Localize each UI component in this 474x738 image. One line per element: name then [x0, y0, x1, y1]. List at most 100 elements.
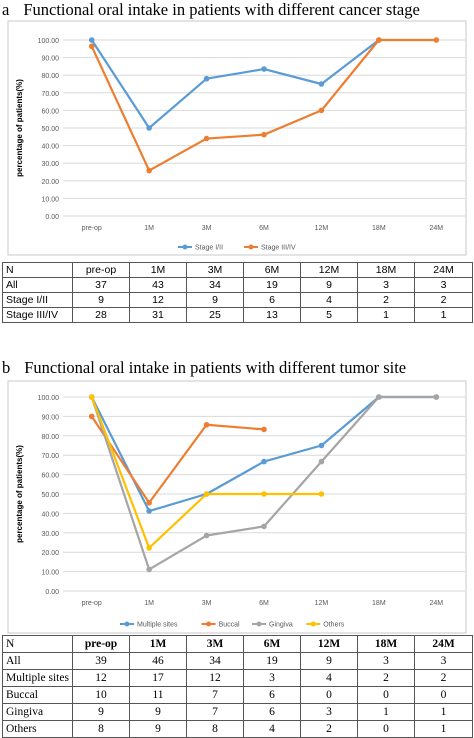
x-tick-label: 1M: [144, 600, 154, 607]
data-point: [88, 43, 95, 50]
table-cell: 13: [243, 307, 301, 323]
table-row: Buccal 10 11 7 6 0 0 0: [2, 686, 473, 704]
table-row-label: Gingiva: [2, 703, 73, 721]
table-cell: 2: [414, 669, 473, 687]
data-point: [146, 545, 152, 551]
data-point: [146, 508, 152, 514]
y-tick-label: 0.00: [45, 589, 59, 596]
data-point: [203, 532, 210, 539]
table-row-label: Buccal: [2, 686, 73, 704]
table-header-cell: pre-op: [72, 262, 130, 278]
table-cell: 19: [243, 652, 301, 670]
table-row-label: Stage I/II: [2, 292, 73, 308]
y-tick-label: 50.00: [41, 126, 59, 133]
table-header-cell: N: [2, 262, 73, 278]
data-point: [261, 491, 267, 497]
y-axis-label: percentage of patients(%): [15, 445, 24, 543]
data-point: [203, 75, 210, 82]
table-cell: 19: [243, 277, 301, 293]
x-tick-label: 3M: [202, 225, 212, 232]
data-point: [146, 566, 152, 573]
data-point: [376, 394, 382, 400]
x-tick-label: pre-op: [82, 225, 102, 232]
x-tick-label: 6M: [259, 225, 269, 232]
y-tick-label: 40.00: [41, 511, 59, 518]
table-cell: 10: [72, 686, 130, 704]
panel-b-title: b Functional oral intake in patients with…: [2, 358, 406, 378]
x-tick-label: 18M: [372, 225, 386, 232]
table-header-cell: pre-op: [72, 635, 130, 653]
data-point: [88, 413, 95, 420]
table-cell: 4: [300, 669, 358, 687]
data-point: [433, 37, 440, 43]
table-row: Others 8 9 8 4 2 0 1: [2, 720, 473, 738]
y-tick-label: 100.00: [38, 395, 60, 402]
table-cell: 17: [129, 669, 187, 687]
table-header-cell: N: [2, 635, 73, 653]
table-cell: 43: [129, 277, 187, 293]
y-tick-label: 30.00: [41, 161, 59, 168]
table-cell: 39: [72, 652, 130, 670]
table-header-cell: 6M: [243, 262, 301, 278]
table-cell: 9: [72, 292, 130, 308]
table-cell: 1: [357, 307, 415, 323]
table-cell: 1: [357, 703, 415, 721]
table-cell: 6: [243, 686, 301, 704]
panel-b-letter: b: [2, 358, 11, 377]
table-header-cell: 1M: [129, 635, 187, 653]
table-row: Gingiva 9 9 7 6 3 1 1: [2, 703, 473, 721]
x-tick-label: 18M: [372, 600, 386, 607]
table-cell: 9: [72, 703, 130, 721]
legend-swatch-marker: [310, 621, 316, 627]
table-cell: 34: [186, 652, 244, 670]
table-cell: 1: [414, 307, 473, 323]
table-header-cell: 3M: [186, 635, 244, 653]
table-cell: 4: [300, 292, 358, 308]
table-cell: 0: [357, 686, 415, 704]
data-point: [318, 107, 325, 114]
x-tick-label: 6M: [259, 600, 269, 607]
data-point: [376, 37, 382, 43]
data-point: [261, 131, 267, 138]
legend-swatch-marker: [124, 621, 130, 627]
data-point: [318, 81, 325, 87]
table-cell: 7: [186, 686, 244, 704]
table-row: Stage III/IV 28 31 25 13 5 1 1: [2, 307, 473, 323]
chart-frame: [7, 20, 467, 256]
data-point: [318, 491, 325, 497]
table-cell: 3: [357, 277, 415, 293]
table-header-cell: 18M: [357, 262, 415, 278]
table-cell: 6: [243, 292, 301, 308]
table-cell: 31: [129, 307, 187, 323]
table-header-cell: 24M: [414, 262, 473, 278]
legend-entry: Gingiva: [269, 622, 293, 629]
table-cell: 9: [300, 652, 358, 670]
y-tick-label: 50.00: [41, 492, 59, 499]
table-row: Multiple sites 12 17 12 3 4 2 2: [2, 669, 473, 687]
y-tick-label: 90.00: [41, 414, 59, 421]
data-point: [318, 458, 325, 465]
x-tick-label: 3M: [202, 600, 212, 607]
table-cell: 6: [243, 703, 301, 721]
table-row-label: Stage III/IV: [2, 307, 73, 323]
table-cell: 0: [414, 686, 473, 704]
x-tick-label: 24M: [429, 600, 443, 607]
legend-entry: Stage III/IV: [261, 245, 296, 252]
table-cell: 2: [414, 292, 473, 308]
data-point: [203, 491, 210, 497]
table-cell: 9: [129, 720, 187, 738]
table-cell: 12: [129, 292, 187, 308]
table-cell: 3: [243, 669, 301, 687]
legend-entry: Multiple sites: [137, 622, 178, 629]
table-row-label: Multiple sites: [2, 669, 73, 687]
table-cell: 1: [414, 720, 473, 738]
data-point: [88, 37, 95, 43]
table-cell: 2: [300, 720, 358, 738]
y-tick-label: 90.00: [41, 56, 59, 63]
table-cell: 9: [186, 292, 244, 308]
table-cell: 7: [186, 703, 244, 721]
x-tick-label: 24M: [429, 225, 443, 232]
